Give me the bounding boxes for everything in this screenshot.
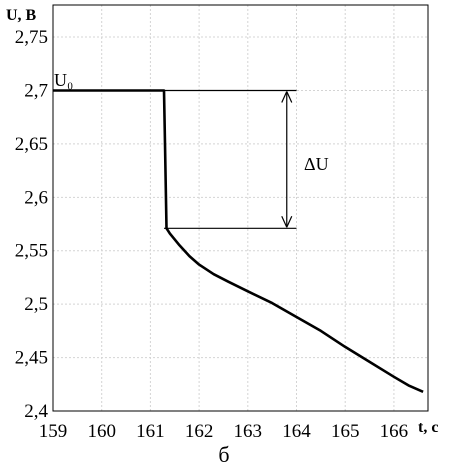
y-tick-label: 2,5 (24, 294, 48, 315)
delta-u-arrowhead-bottom-right (286, 216, 293, 228)
delta-u-label: ΔU (304, 154, 329, 174)
y-tick-label: 2,6 (24, 187, 48, 208)
y-tick-label: 2,4 (24, 401, 48, 422)
y-tick-label: 2,75 (15, 27, 48, 48)
x-tick-label: 161 (136, 421, 165, 442)
x-tick-label: 166 (380, 421, 409, 442)
delta-u-arrowhead-top-right (286, 91, 293, 103)
x-tick-label: 164 (282, 421, 311, 442)
plot-frame (52, 4, 429, 412)
x-tick-label: 165 (331, 421, 360, 442)
x-tick-label: 162 (185, 421, 214, 442)
tick-labels: 159 160 161 162 163 164 165 166 2,4 2,45 2,5 2,55 2,… (15, 27, 408, 442)
delta-u-arrowhead-bottom-left (281, 216, 288, 228)
y-tick-label: 2,65 (15, 134, 48, 155)
y-tick-label: 2,7 (24, 80, 48, 101)
x-tick-label: 159 (39, 421, 68, 442)
y-axis-label: U, B (6, 7, 37, 24)
u0-label: U₀ (54, 70, 73, 90)
y-tick-label: 2,45 (15, 348, 48, 369)
delta-u-arrowhead-top-left (281, 91, 288, 103)
x-tick-label: 160 (87, 421, 116, 442)
x-tick-label: 163 (234, 421, 263, 442)
x-axis-label: t, c (418, 419, 438, 436)
figure-caption: б (218, 442, 229, 466)
voltage-curve (53, 89, 424, 393)
y-tick-label: 2,55 (15, 241, 48, 262)
grid (53, 5, 428, 412)
annotations (164, 89, 297, 229)
